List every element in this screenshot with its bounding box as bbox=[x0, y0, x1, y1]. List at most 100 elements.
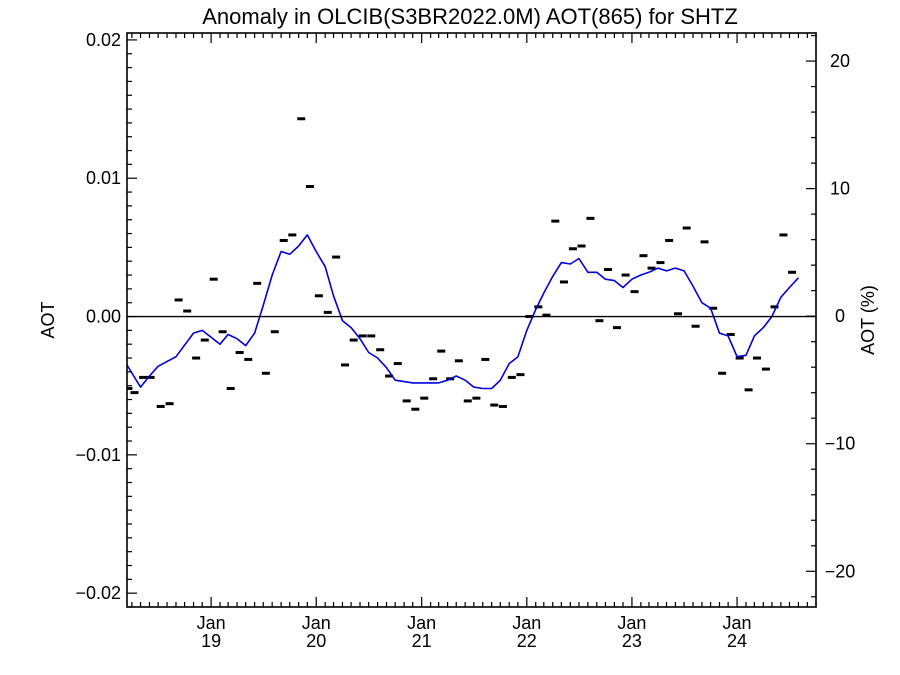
data-point bbox=[270, 330, 279, 334]
data-point bbox=[367, 334, 376, 338]
y-tick-label: −0.01 bbox=[75, 445, 121, 465]
y-right-tick-label: 10 bbox=[830, 179, 850, 199]
data-point bbox=[192, 356, 201, 360]
plot-frame bbox=[126, 32, 817, 608]
x-tick-year: 24 bbox=[727, 631, 747, 651]
data-point bbox=[437, 349, 446, 353]
data-point bbox=[647, 266, 656, 270]
data-point bbox=[393, 362, 402, 366]
x-tick-month: Jan bbox=[723, 613, 752, 633]
data-point bbox=[183, 309, 192, 313]
data-point bbox=[744, 388, 753, 392]
data-point bbox=[156, 404, 165, 408]
y-right-tick-label: 20 bbox=[830, 51, 850, 71]
data-point bbox=[639, 254, 648, 258]
data-point bbox=[279, 238, 288, 242]
data-point bbox=[542, 313, 551, 317]
data-point bbox=[534, 305, 543, 309]
y-axis-label: AOT bbox=[38, 301, 58, 338]
data-point bbox=[516, 373, 525, 377]
x-tick-year: 23 bbox=[622, 631, 642, 651]
data-point bbox=[209, 277, 218, 281]
data-point bbox=[376, 348, 385, 352]
data-point bbox=[682, 226, 691, 230]
data-point bbox=[420, 396, 429, 400]
x-tick-year: 20 bbox=[306, 631, 326, 651]
data-point bbox=[323, 310, 332, 314]
data-point bbox=[226, 386, 235, 390]
x-tick-year: 19 bbox=[201, 631, 221, 651]
data-point bbox=[358, 334, 367, 338]
data-point bbox=[674, 312, 683, 316]
y-axis-label-right: AOT (%) bbox=[858, 285, 878, 355]
left-y-axis: 0.02 0.01 0.00 −0.01 −0.02 bbox=[75, 30, 137, 608]
y-tick-label: 0.00 bbox=[86, 307, 121, 327]
data-point bbox=[735, 356, 744, 360]
data-point bbox=[761, 367, 770, 371]
chart-title: Anomaly in OLCIB(S3BR2022.0M) AOT(865) f… bbox=[202, 4, 738, 29]
data-point bbox=[385, 374, 394, 378]
data-point bbox=[770, 305, 779, 309]
data-point bbox=[349, 338, 358, 342]
data-point bbox=[244, 357, 253, 361]
data-point bbox=[595, 319, 604, 323]
data-point bbox=[490, 403, 499, 407]
data-point bbox=[218, 330, 227, 334]
data-point bbox=[718, 371, 727, 375]
y-tick-label: 0.01 bbox=[86, 168, 121, 188]
data-point bbox=[665, 238, 674, 242]
data-point bbox=[429, 377, 438, 381]
data-point bbox=[146, 375, 155, 379]
data-point bbox=[305, 185, 314, 189]
data-point bbox=[402, 399, 411, 403]
data-point bbox=[253, 281, 262, 285]
data-point bbox=[174, 298, 183, 302]
x-tick-year: 22 bbox=[517, 631, 537, 651]
data-point bbox=[472, 396, 481, 400]
x-tick-year: 21 bbox=[412, 631, 432, 651]
data-point bbox=[165, 402, 174, 406]
data-point bbox=[577, 244, 586, 248]
data-point bbox=[454, 359, 463, 363]
y-tick-label: −0.02 bbox=[75, 583, 121, 603]
x-tick-month: Jan bbox=[512, 613, 541, 633]
data-point bbox=[551, 219, 560, 223]
y-right-tick-label: −10 bbox=[825, 434, 856, 454]
x-tick-month: Jan bbox=[407, 613, 436, 633]
data-point bbox=[411, 407, 420, 411]
data-point bbox=[612, 326, 621, 330]
data-point bbox=[288, 233, 297, 237]
data-point bbox=[235, 351, 244, 355]
data-point bbox=[200, 338, 209, 342]
data-point bbox=[341, 363, 350, 367]
data-point bbox=[314, 294, 323, 298]
data-point bbox=[130, 391, 139, 395]
series-layer bbox=[127, 117, 799, 411]
data-point bbox=[788, 270, 797, 274]
y-right-tick-label: 0 bbox=[835, 306, 845, 326]
smoothed-line bbox=[127, 234, 799, 390]
data-point bbox=[481, 357, 490, 361]
data-point bbox=[604, 268, 613, 272]
data-point bbox=[127, 386, 133, 390]
x-tick-month: Jan bbox=[197, 613, 226, 633]
x-tick-month: Jan bbox=[302, 613, 331, 633]
data-point bbox=[586, 216, 595, 220]
data-point bbox=[507, 375, 516, 379]
data-point bbox=[656, 261, 665, 265]
data-point bbox=[691, 324, 700, 328]
data-point bbox=[559, 280, 568, 284]
data-point bbox=[463, 399, 472, 403]
data-point bbox=[630, 290, 639, 294]
data-point bbox=[297, 117, 306, 121]
data-point bbox=[621, 273, 630, 277]
data-point bbox=[139, 375, 148, 379]
data-point bbox=[726, 333, 735, 337]
data-point bbox=[498, 404, 507, 408]
data-point bbox=[779, 233, 788, 237]
data-point bbox=[709, 306, 718, 310]
data-point bbox=[752, 356, 761, 360]
x-tick-month: Jan bbox=[617, 613, 646, 633]
